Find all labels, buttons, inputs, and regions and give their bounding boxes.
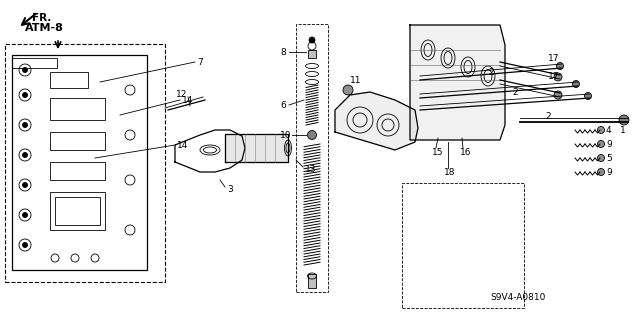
Text: 17: 17 <box>548 53 559 62</box>
Circle shape <box>619 115 629 125</box>
Bar <box>12 55 147 270</box>
Circle shape <box>573 81 579 87</box>
Circle shape <box>22 123 28 127</box>
Text: 2: 2 <box>512 87 518 97</box>
Bar <box>402 183 524 308</box>
Text: 8: 8 <box>280 47 285 57</box>
Text: 2: 2 <box>488 68 493 76</box>
Text: 6: 6 <box>280 100 285 109</box>
Polygon shape <box>335 92 418 150</box>
Text: 14: 14 <box>177 140 188 149</box>
Text: 16: 16 <box>460 148 472 156</box>
Text: 2: 2 <box>545 111 550 121</box>
Text: 10: 10 <box>280 131 291 140</box>
Bar <box>50 72 88 88</box>
Bar <box>50 162 105 180</box>
Circle shape <box>309 37 315 43</box>
Bar <box>55 197 100 225</box>
Circle shape <box>554 73 562 81</box>
Circle shape <box>598 126 605 133</box>
Text: 12: 12 <box>176 90 188 99</box>
Circle shape <box>22 153 28 157</box>
Text: 4: 4 <box>606 125 612 134</box>
Polygon shape <box>225 134 288 162</box>
Text: FR.: FR. <box>32 13 51 23</box>
Text: 15: 15 <box>432 148 444 156</box>
Text: 11: 11 <box>350 76 362 84</box>
Text: 7: 7 <box>197 58 203 67</box>
Circle shape <box>557 62 563 69</box>
Text: 17: 17 <box>548 71 559 81</box>
Bar <box>50 192 105 230</box>
Circle shape <box>307 131 317 140</box>
Circle shape <box>554 91 562 99</box>
Text: 18: 18 <box>444 167 456 177</box>
Text: 14: 14 <box>182 95 193 105</box>
Text: 5: 5 <box>606 154 612 163</box>
Circle shape <box>22 68 28 73</box>
Text: S9V4-A0810: S9V4-A0810 <box>490 293 545 302</box>
Text: 13: 13 <box>305 164 317 173</box>
Text: ATM-8: ATM-8 <box>25 23 64 33</box>
Bar <box>50 132 105 150</box>
Circle shape <box>343 85 353 95</box>
Text: 9: 9 <box>606 167 612 177</box>
Bar <box>308 274 316 288</box>
Bar <box>296 24 328 292</box>
Circle shape <box>22 243 28 247</box>
Circle shape <box>598 140 605 148</box>
Text: 9: 9 <box>606 140 612 148</box>
Circle shape <box>598 169 605 175</box>
Bar <box>5 44 165 282</box>
Circle shape <box>22 212 28 218</box>
Bar <box>12 58 57 68</box>
Circle shape <box>22 182 28 188</box>
Polygon shape <box>410 25 505 140</box>
Circle shape <box>584 92 591 100</box>
Circle shape <box>598 155 605 162</box>
Bar <box>50 98 105 120</box>
Text: 3: 3 <box>227 185 233 194</box>
Bar <box>308 50 316 58</box>
Text: 1: 1 <box>620 125 626 134</box>
Circle shape <box>22 92 28 98</box>
